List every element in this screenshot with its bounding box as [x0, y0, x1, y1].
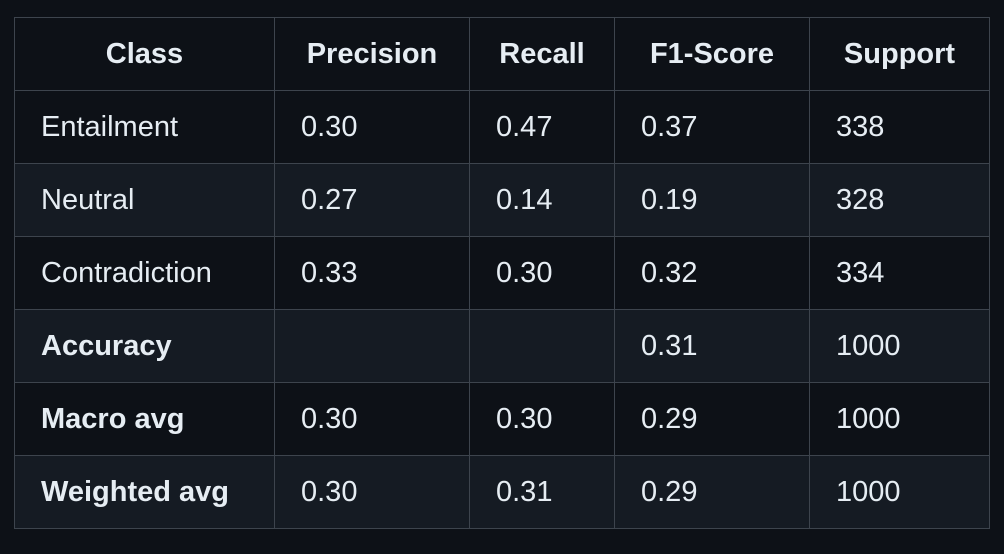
support-cell: 328: [809, 163, 990, 237]
precision-cell: 0.27: [274, 163, 470, 237]
row-label: Weighted avg: [14, 455, 275, 529]
f1-cell: 0.19: [614, 163, 810, 237]
header-f1-score: F1-Score: [614, 17, 810, 91]
row-label: Neutral: [14, 163, 275, 237]
table-row: Contradiction 0.33 0.30 0.32 334: [14, 236, 990, 310]
header-support: Support: [809, 17, 990, 91]
table-header-row: Class Precision Recall F1-Score Support: [14, 17, 990, 91]
f1-cell: 0.37: [614, 90, 810, 164]
recall-cell: 0.31: [469, 455, 615, 529]
table-row: Macro avg 0.30 0.30 0.29 1000: [14, 382, 990, 456]
precision-cell: 0.33: [274, 236, 470, 310]
support-cell: 1000: [809, 455, 990, 529]
f1-cell: 0.29: [614, 382, 810, 456]
header-recall: Recall: [469, 17, 615, 91]
recall-cell: [469, 309, 615, 383]
table-row: Weighted avg 0.30 0.31 0.29 1000: [14, 455, 990, 529]
support-cell: 338: [809, 90, 990, 164]
precision-cell: [274, 309, 470, 383]
classification-report-table: Class Precision Recall F1-Score Support …: [14, 17, 990, 529]
f1-cell: 0.32: [614, 236, 810, 310]
precision-cell: 0.30: [274, 90, 470, 164]
row-label: Contradiction: [14, 236, 275, 310]
header-class: Class: [14, 17, 275, 91]
table-row: Accuracy 0.31 1000: [14, 309, 990, 383]
row-label: Macro avg: [14, 382, 275, 456]
precision-cell: 0.30: [274, 455, 470, 529]
f1-cell: 0.29: [614, 455, 810, 529]
recall-cell: 0.30: [469, 382, 615, 456]
table-row: Entailment 0.30 0.47 0.37 338: [14, 90, 990, 164]
table-row: Neutral 0.27 0.14 0.19 328: [14, 163, 990, 237]
table-body: Entailment 0.30 0.47 0.37 338 Neutral 0.…: [14, 90, 990, 529]
support-cell: 1000: [809, 382, 990, 456]
precision-cell: 0.30: [274, 382, 470, 456]
recall-cell: 0.14: [469, 163, 615, 237]
recall-cell: 0.47: [469, 90, 615, 164]
row-label: Accuracy: [14, 309, 275, 383]
support-cell: 1000: [809, 309, 990, 383]
recall-cell: 0.30: [469, 236, 615, 310]
header-precision: Precision: [274, 17, 470, 91]
classification-report: Class Precision Recall F1-Score Support …: [14, 17, 990, 529]
support-cell: 334: [809, 236, 990, 310]
row-label: Entailment: [14, 90, 275, 164]
f1-cell: 0.31: [614, 309, 810, 383]
